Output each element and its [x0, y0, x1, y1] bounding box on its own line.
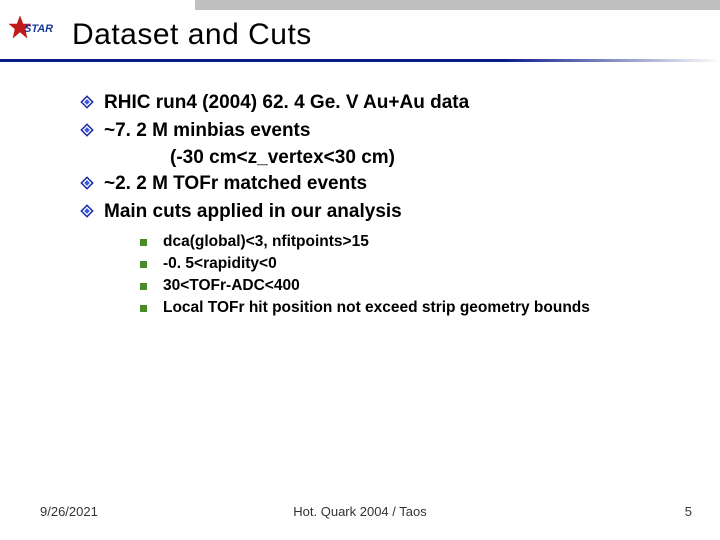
- sub-bullet-item: dca(global)<3, nfitpoints>15: [140, 232, 680, 253]
- sub-bullet-text: -0. 5<rapidity<0: [163, 254, 277, 275]
- main-bullet-item: ~2. 2 M TOFr matched events: [80, 171, 680, 197]
- square-icon: [140, 239, 147, 246]
- sub-bullet-item: Local TOFr hit position not exceed strip…: [140, 298, 680, 319]
- diamond-icon: [80, 95, 94, 109]
- main-bullet-item: RHIC run4 (2004) 62. 4 Ge. V Au+Au data: [80, 90, 680, 116]
- title-underline: [0, 59, 720, 62]
- main-bullet-text: Main cuts applied in our analysis: [104, 199, 402, 225]
- footer-date: 9/26/2021: [40, 504, 98, 519]
- sub-bullet-text: 30<TOFr-ADC<400: [163, 276, 300, 297]
- sub-bullet-text: Local TOFr hit position not exceed strip…: [163, 298, 590, 319]
- sub-bullet-list: dca(global)<3, nfitpoints>15 -0. 5<rapid…: [80, 232, 680, 319]
- diamond-icon: [80, 123, 94, 137]
- slide-header: STAR Dataset and Cuts: [0, 0, 720, 62]
- header-gray-bar: [195, 0, 720, 10]
- main-bullet-text: ~2. 2 M TOFr matched events: [104, 171, 367, 197]
- slide-body: RHIC run4 (2004) 62. 4 Ge. V Au+Au data …: [0, 62, 720, 319]
- square-icon: [140, 261, 147, 268]
- square-icon: [140, 305, 147, 312]
- slide-footer: 9/26/2021 Hot. Quark 2004 / Taos 5: [0, 504, 720, 524]
- sub-bullet-item: -0. 5<rapidity<0: [140, 254, 680, 275]
- sub-bullet-item: 30<TOFr-ADC<400: [140, 276, 680, 297]
- main-bullet-item: ~7. 2 M minbias events: [80, 118, 680, 144]
- svg-text:STAR: STAR: [24, 23, 53, 35]
- main-bullet-continuation: (-30 cm<z_vertex<30 cm): [80, 145, 680, 171]
- square-icon: [140, 283, 147, 290]
- diamond-icon: [80, 204, 94, 218]
- footer-center: Hot. Quark 2004 / Taos: [293, 504, 426, 519]
- main-bullet-text: ~7. 2 M minbias events: [104, 118, 310, 144]
- sub-bullet-text: dca(global)<3, nfitpoints>15: [163, 232, 369, 253]
- footer-page-number: 5: [685, 504, 692, 519]
- star-logo: STAR: [6, 12, 62, 48]
- slide-title: Dataset and Cuts: [72, 18, 312, 52]
- main-bullet-item: Main cuts applied in our analysis: [80, 199, 680, 225]
- diamond-icon: [80, 176, 94, 190]
- main-bullet-text: RHIC run4 (2004) 62. 4 Ge. V Au+Au data: [104, 90, 469, 116]
